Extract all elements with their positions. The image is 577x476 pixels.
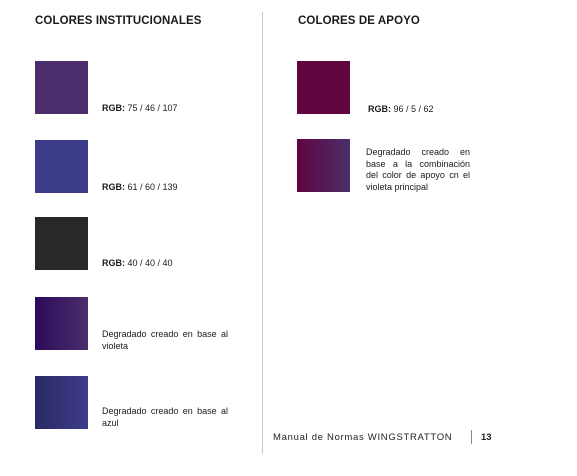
blue-rgb-caption: RGB: 61 / 60 / 139 — [102, 182, 178, 194]
magenta-rgb-caption: RGB: 96 / 5 / 62 — [368, 104, 434, 116]
dark-gray-rgb-caption: RGB: 40 / 40 / 40 — [102, 258, 173, 270]
institutional-colors-heading: COLORES INSTITUCIONALES — [35, 15, 202, 27]
column-divider — [262, 12, 263, 454]
footer-separator — [471, 430, 472, 444]
dark-gray-swatch — [35, 217, 88, 270]
rgb-value: 96 / 5 / 62 — [391, 104, 434, 114]
support-colors-heading: COLORES DE APOYO — [298, 15, 420, 27]
magenta-violet-gradient-caption: Degradado creado en base a la combinació… — [366, 147, 470, 192]
rgb-value: 61 / 60 / 139 — [125, 182, 178, 192]
magenta-swatch — [297, 61, 350, 114]
rgb-label: RGB: — [102, 182, 125, 192]
violet-gradient-swatch — [35, 297, 88, 350]
rgb-value: 75 / 46 / 107 — [125, 103, 178, 113]
violet-gradient-caption: Degradado creado en base al violeta — [102, 329, 228, 351]
violet-rgb-caption: RGB: 75 / 46 / 107 — [102, 103, 178, 115]
rgb-label: RGB: — [102, 258, 125, 268]
rgb-value: 40 / 40 / 40 — [125, 258, 173, 268]
blue-gradient-caption: Degradado creado en base al azul — [102, 406, 228, 428]
magenta-violet-gradient-swatch — [297, 139, 350, 192]
blue-swatch — [35, 140, 88, 193]
page-number: 13 — [481, 432, 492, 443]
violet-swatch — [35, 61, 88, 114]
rgb-label: RGB: — [368, 104, 391, 114]
rgb-label: RGB: — [102, 103, 125, 113]
blue-gradient-swatch — [35, 376, 88, 429]
footer-title: Manual de Normas WINGSTRATTON — [273, 432, 453, 443]
